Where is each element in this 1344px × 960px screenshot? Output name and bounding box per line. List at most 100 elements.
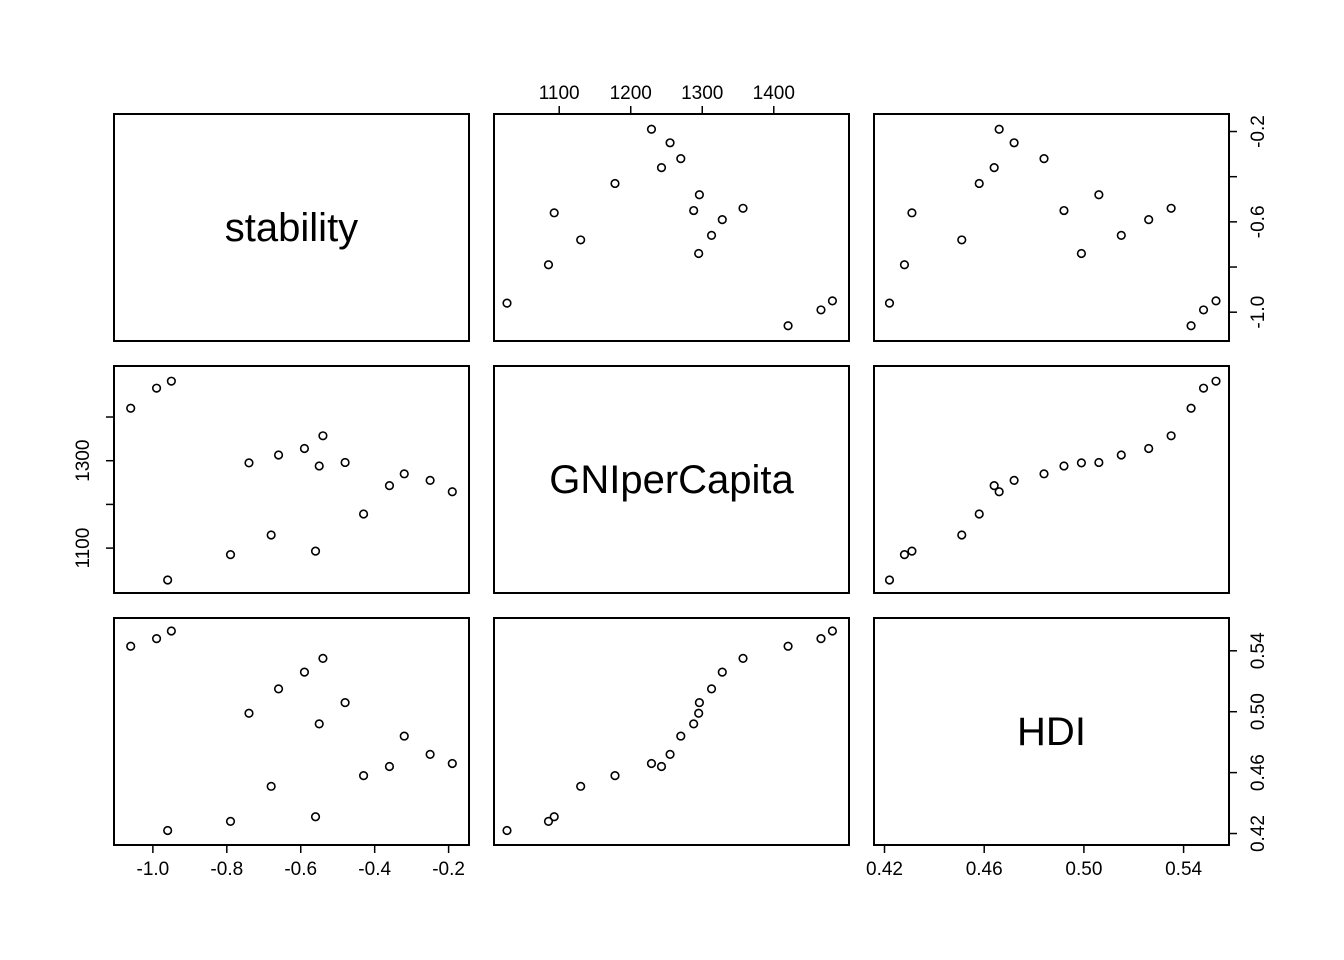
tick-label-hdi-bottom: 0.54 [1165, 859, 1202, 880]
scatter-point [694, 248, 704, 259]
scatter-point [266, 530, 276, 540]
scatter-point [1059, 461, 1069, 471]
scatter-point [576, 781, 586, 791]
scatter-point [665, 138, 675, 148]
scatter-point [384, 761, 395, 772]
scatter-point [225, 816, 236, 826]
scatter-point [1094, 190, 1104, 200]
scatter-point [549, 812, 559, 822]
scatter-point [425, 749, 435, 759]
scatter-point [1186, 403, 1196, 413]
scatter-point [151, 634, 162, 644]
scatter-point [989, 163, 999, 173]
scatter-point [994, 487, 1004, 497]
tick-label-stability-right: -0.6 [1248, 205, 1269, 238]
tick-label-hdi-right: 0.42 [1248, 815, 1269, 852]
scatter-point [957, 235, 967, 245]
scatter-point [244, 708, 254, 718]
panel-frame-1-2 [493, 113, 850, 342]
scatter-point [656, 163, 667, 173]
scatter-point [447, 758, 457, 769]
scatter-point [646, 124, 657, 134]
scatter-point [738, 653, 748, 664]
scatter-point [827, 626, 838, 636]
scatter-point [676, 154, 686, 164]
scatter-point [399, 731, 409, 741]
scatter-point [163, 575, 173, 585]
diag-label-gnipercapita: GNIperCapita [549, 458, 794, 502]
scatter-point [1116, 230, 1126, 240]
panel-frame-1-1 [113, 113, 470, 342]
panel-frame-3-1 [113, 617, 470, 846]
scatter-point [299, 667, 310, 677]
scatter-point [126, 403, 136, 413]
scatter-point [502, 298, 512, 308]
scatter-point [974, 509, 984, 519]
scatter-point [1211, 376, 1221, 386]
scatter-point [1094, 457, 1104, 468]
scatter-point [340, 697, 350, 708]
tick-label-hdi-right: 0.50 [1248, 693, 1269, 730]
scatter-point [974, 178, 984, 189]
tick-label-stability-bottom: -1.0 [137, 859, 170, 880]
gni-top-axis: 1100 1200 1300 1400 [539, 83, 795, 104]
scatter-point [126, 641, 136, 651]
panel-frame-2-3 [873, 365, 1230, 594]
scatter-point [549, 208, 559, 218]
tick-label-stability-bottom: -0.4 [358, 859, 391, 880]
scatter-point [816, 634, 826, 644]
scatter-point [1009, 138, 1019, 148]
scatter-point [816, 305, 826, 315]
scatter-point [957, 530, 967, 540]
scatter-point [646, 758, 657, 769]
scatter-point [358, 771, 369, 781]
tick-label-gni-left: 1100 [73, 528, 94, 569]
scatter-point [665, 749, 675, 759]
data-points [126, 124, 1221, 836]
scatter-point [502, 825, 512, 836]
scatter-point [151, 383, 162, 393]
scatter-point [358, 509, 369, 519]
tick-label-gni-top: 1200 [610, 83, 652, 104]
scatter-point [1076, 248, 1087, 259]
scatter-point [244, 458, 254, 468]
scatter-point [1198, 305, 1209, 315]
scatter-point [610, 771, 620, 781]
scatter-point [1166, 431, 1176, 441]
tick-label-hdi-bottom: 0.50 [1065, 859, 1102, 880]
scatter-point [689, 719, 699, 729]
scatter-point [543, 816, 554, 826]
tick-label-hdi-right: 0.54 [1248, 632, 1269, 669]
scatter-point [318, 653, 328, 664]
scatter-point [1009, 475, 1019, 485]
tick-label-stability-bottom: -0.8 [210, 859, 243, 880]
scatter-point [1198, 383, 1209, 393]
diag-label-stability: stability [225, 206, 358, 250]
scatter-point [884, 575, 895, 585]
scatter-point [576, 235, 586, 245]
scatter-point [266, 781, 276, 791]
scatter-point [310, 546, 321, 556]
scatter-point [706, 230, 717, 240]
tick-label-hdi-bottom: 0.42 [866, 859, 903, 880]
axis-ticks [106, 106, 1237, 853]
scatter-point [656, 761, 667, 772]
scatter-point [225, 550, 236, 560]
tick-label-hdi-bottom: 0.46 [966, 859, 1003, 880]
stability-bottom-axis: -1.0 -0.8 -0.6 -0.4 -0.2 [137, 859, 465, 880]
scatter-point [1059, 205, 1069, 216]
scatter-point [314, 461, 324, 471]
scatter-point [694, 708, 704, 718]
scatter-point [273, 450, 284, 460]
scatter-point [907, 208, 917, 218]
scatter-point [989, 481, 999, 491]
tick-label-hdi-right: 0.46 [1248, 754, 1269, 791]
scatter-point [318, 431, 328, 441]
panel-frame-1-3 [873, 113, 1230, 342]
scatter-point [884, 298, 895, 308]
diag-label-hdi: HDI [1017, 710, 1086, 754]
scatter-point [676, 731, 686, 741]
scatter-point [899, 260, 910, 270]
scatter-point [783, 641, 793, 651]
